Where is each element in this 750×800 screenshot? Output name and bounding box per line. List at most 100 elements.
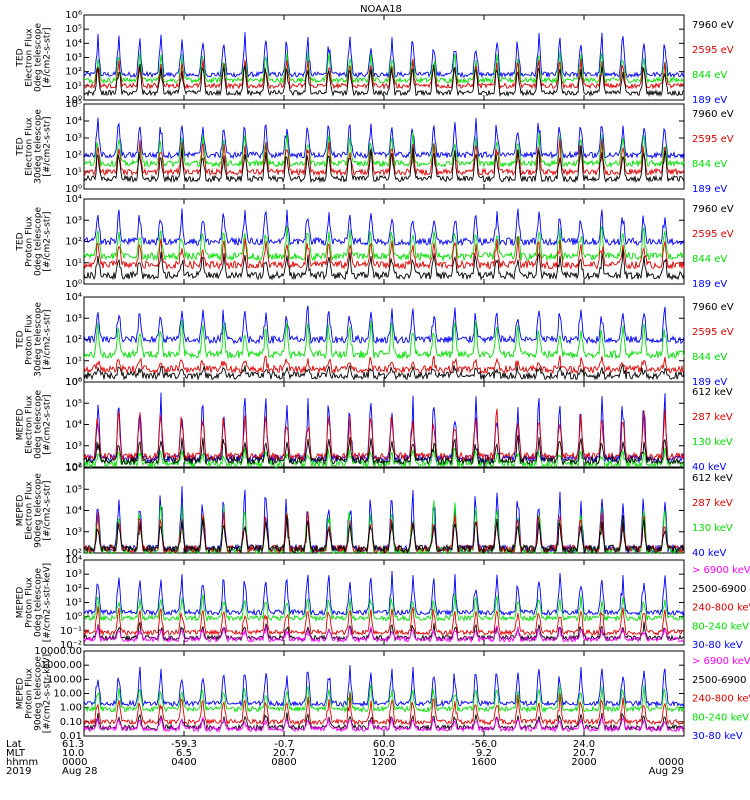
- y-tick-label: 10⁶: [65, 463, 82, 474]
- y-tick-label: 10⁻¹: [60, 626, 82, 637]
- y-axis-label: [#/cm2-s-str]: [43, 394, 53, 454]
- legend-entry: 7960 eV: [692, 302, 734, 313]
- panel-3: 10⁰ 10¹ 10² 10³ 10⁴ TED Proton Flux 0deg telesc…: [16, 194, 734, 290]
- series-line: [83, 715, 685, 734]
- y-tick-label: 10⁰: [65, 279, 82, 290]
- y-tick-label: 10⁰: [65, 95, 82, 106]
- y-tick-label: 100.00: [47, 674, 82, 685]
- y-tick-label: 0.01: [60, 731, 82, 742]
- y-axis-label: [#/cm2-s-str]: [43, 480, 53, 540]
- panel-5: 10² 10³ 10⁴ 10⁵ 10⁶ MEPED Electron Flux 0deg te…: [16, 377, 733, 473]
- series-line: [83, 570, 685, 617]
- legend-entry: 287 keV: [692, 412, 733, 423]
- legend-entry: 130 keV: [692, 523, 733, 534]
- y-tick-label: 10²: [65, 150, 82, 161]
- series-line: [83, 408, 685, 462]
- y-axis-label: Electron Flux: [25, 28, 35, 87]
- y-tick-label: 10⁶: [65, 377, 82, 388]
- legend-entry: 240-800 keV: [692, 603, 750, 614]
- y-tick-label: 1000.00: [41, 660, 82, 671]
- x-row-label: 2019: [6, 766, 31, 777]
- y-axis-label: [#/cm2-s-str-keV]: [43, 654, 53, 733]
- legend-entry: 7960 eV: [692, 204, 734, 215]
- legend-entry: 287 keV: [692, 498, 733, 509]
- x-tick-label: Aug 28: [62, 766, 97, 777]
- legend-entry: 7960 eV: [692, 109, 734, 120]
- legend-entry: 189 eV: [692, 95, 727, 106]
- x-row-label: MLT: [6, 748, 26, 759]
- y-tick-label: 10³: [65, 133, 82, 144]
- y-tick-label: 10⁵: [65, 24, 82, 35]
- y-axis-label: MEPED: [16, 587, 26, 619]
- y-axis-label: 0deg telescope: [34, 390, 44, 460]
- x-tick-label: 0000: [659, 757, 684, 768]
- legend-entry: 844 eV: [692, 70, 727, 81]
- series-line: [83, 32, 685, 79]
- y-tick-label: 10⁴: [65, 194, 82, 205]
- x-tick-label: 0800: [271, 757, 296, 768]
- y-tick-label: 10¹: [65, 258, 82, 269]
- series-line: [83, 434, 685, 466]
- series-line: [83, 606, 685, 637]
- legend-entry: > 6900 keV: [692, 565, 750, 576]
- x-tick-label: -56.0: [471, 739, 497, 750]
- x-tick-label: 0400: [171, 757, 196, 768]
- y-axis-label: MEPED: [16, 409, 26, 441]
- y-tick-label: 10⁰: [65, 612, 82, 623]
- y-tick-label: 10⁴: [65, 555, 82, 566]
- series-line: [83, 236, 685, 271]
- legend-entry: 2595 eV: [692, 134, 734, 145]
- y-tick-label: 10⁵: [65, 484, 82, 495]
- y-tick-label: 10⁵: [65, 99, 82, 110]
- x-tick-label: 20.7: [273, 748, 295, 759]
- y-axis-label: MEPED: [16, 678, 26, 710]
- legend-entry: 30-80 keV: [692, 640, 743, 651]
- y-tick-label: 10¹: [65, 81, 82, 92]
- x-tick-label: 0000: [62, 757, 87, 768]
- panel-4: 10⁰ 10¹ 10² 10³ 10⁴ TED Proton Flux 30deg teles…: [16, 292, 734, 388]
- legend-entry: 2595 eV: [692, 327, 734, 338]
- panel-2: 10⁰ 10¹ 10² 10³ 10⁴ 10⁵ TED Electron Flux 30deg …: [16, 99, 734, 195]
- y-axis-label: [#/cm2-s-str]: [43, 211, 53, 271]
- legend-entry: 2500-6900: [692, 584, 747, 595]
- y-axis-label: Proton Flux: [25, 577, 35, 628]
- legend-entry: 2595 eV: [692, 45, 734, 56]
- y-axis-label: 30deg telescope: [34, 109, 44, 184]
- y-axis-label: Proton Flux: [25, 314, 35, 365]
- y-axis-label: 90deg telescope: [34, 473, 44, 548]
- series-line: [83, 593, 685, 623]
- y-axis-label: TED: [16, 232, 26, 251]
- panel-6: 10² 10³ 10⁴ 10⁵ 10⁶ MEPED Electron Flux 90deg t…: [16, 463, 733, 559]
- y-axis-label: Electron Flux: [25, 117, 35, 176]
- panel-frame: [83, 650, 685, 737]
- legend-entry: 80-240 keV: [692, 712, 749, 723]
- y-tick-label: 10⁴: [65, 116, 82, 127]
- y-axis-label: 0deg telescope: [34, 568, 44, 638]
- legend-entry: 612 keV: [692, 473, 733, 484]
- series-line: [83, 249, 685, 281]
- series-line: [83, 225, 685, 262]
- series-line: [83, 319, 685, 360]
- series-line: [83, 665, 685, 708]
- series-line: [83, 58, 685, 90]
- series-line: [83, 624, 685, 644]
- legend-entry: 612 keV: [692, 387, 733, 398]
- panel-frame: [83, 559, 685, 646]
- panel-1: 10⁰ 10¹ 10² 10³ 10⁴ 10⁵ 10⁶ TED Electron Flux 0de…: [16, 10, 734, 106]
- x-tick-label: 9.2: [476, 748, 492, 759]
- y-tick-label: 10000.00: [34, 646, 82, 657]
- y-axis-label: TED: [16, 137, 26, 156]
- series-line: [83, 392, 685, 464]
- legend-entry: > 6900 keV: [692, 656, 750, 667]
- y-axis-label: Proton Flux: [25, 216, 35, 267]
- y-tick-label: 10³: [65, 527, 82, 538]
- x-row-label: Lat: [6, 739, 22, 750]
- y-tick-label: 10⁰: [65, 184, 82, 195]
- x-tick-label: Aug 29: [649, 766, 684, 777]
- y-tick-label: 10⁴: [65, 292, 82, 303]
- legend-entry: 2595 eV: [692, 229, 734, 240]
- x-tick-label: -59.3: [171, 739, 197, 750]
